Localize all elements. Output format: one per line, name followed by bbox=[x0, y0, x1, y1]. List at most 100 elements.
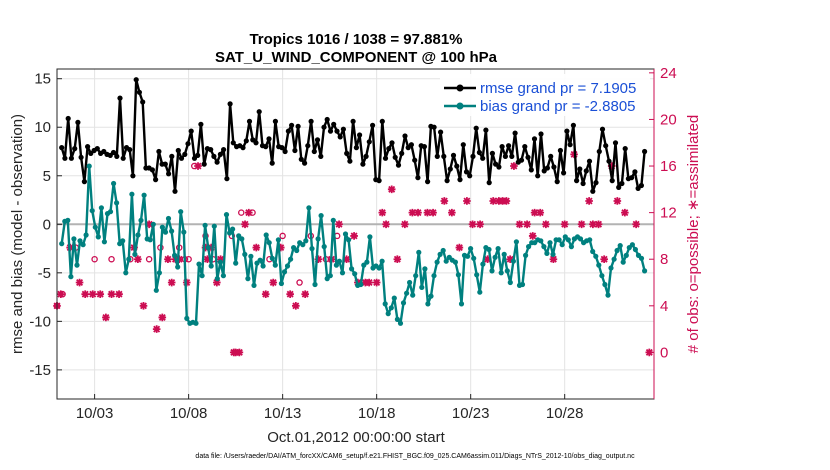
bias-point bbox=[596, 262, 602, 268]
bias-point bbox=[309, 246, 315, 252]
bias-point bbox=[199, 273, 205, 279]
bias-point bbox=[71, 236, 77, 242]
rmse-point bbox=[438, 129, 444, 135]
rmse-point bbox=[467, 173, 473, 179]
bias-point bbox=[400, 300, 407, 306]
rmse-point bbox=[350, 118, 356, 124]
bias-point bbox=[89, 208, 95, 214]
obs-assimilated-marker bbox=[585, 197, 593, 205]
rmse-point bbox=[370, 122, 376, 128]
y-right-tick-label: 8 bbox=[660, 251, 668, 268]
bias-point bbox=[303, 238, 309, 244]
rmse-point bbox=[331, 121, 337, 127]
bias-point bbox=[281, 269, 288, 275]
obs-possible-marker bbox=[91, 255, 98, 263]
bias-point bbox=[498, 270, 504, 276]
bias-point bbox=[178, 209, 184, 215]
bias-point bbox=[431, 273, 437, 279]
obs-assimilated-marker bbox=[139, 302, 148, 310]
bias-point bbox=[544, 250, 550, 256]
obs-assimilated-marker bbox=[158, 313, 167, 322]
bias-point bbox=[367, 234, 373, 240]
rmse-point bbox=[622, 146, 628, 152]
y-right-tick-label: 24 bbox=[660, 65, 677, 82]
rmse-point bbox=[175, 147, 181, 154]
rmse-point bbox=[136, 89, 142, 95]
rmse-point bbox=[166, 171, 172, 177]
obs-assimilated-marker bbox=[414, 208, 422, 217]
x-tick-label: 10/13 bbox=[264, 405, 302, 422]
bias-point bbox=[388, 305, 394, 311]
rmse-point bbox=[564, 128, 570, 134]
bias-point bbox=[492, 254, 498, 260]
bias-point bbox=[526, 244, 532, 250]
rmse-point bbox=[59, 145, 65, 151]
bias-point bbox=[443, 258, 449, 264]
rmse-point bbox=[279, 145, 285, 151]
obs-assimilated-marker bbox=[448, 208, 456, 217]
obs-assimilated-marker bbox=[382, 220, 390, 229]
y-tick-label: 5 bbox=[43, 168, 51, 185]
bias-point bbox=[541, 244, 547, 250]
rmse-point bbox=[567, 142, 573, 148]
left-axis: -15 -10 -5 0 5 10 15 bbox=[29, 71, 62, 379]
obs-assimilated-marker bbox=[261, 290, 270, 298]
rmse-point bbox=[402, 133, 408, 139]
bias-point bbox=[141, 192, 147, 198]
obs-assimilated-marker bbox=[577, 220, 586, 229]
obs-assimilated-marker bbox=[530, 208, 539, 217]
rmse-point bbox=[295, 123, 301, 129]
bias-point bbox=[59, 241, 65, 247]
bias-point bbox=[336, 258, 342, 264]
rmse-point bbox=[230, 140, 236, 146]
rmse-point bbox=[314, 137, 321, 143]
obs-assimilated-marker bbox=[252, 243, 261, 252]
bias-point bbox=[465, 253, 471, 259]
rmse-point bbox=[227, 101, 233, 107]
bias-point bbox=[294, 247, 300, 254]
rmse-point bbox=[201, 161, 207, 167]
footnote: data file: /Users/raeder/DAI/ATM_forcXX/… bbox=[195, 453, 635, 460]
obs-assimilated-marker bbox=[455, 243, 464, 252]
bias-point bbox=[501, 251, 507, 257]
obs-assimilated-marker bbox=[549, 255, 558, 264]
legend-rmse-marker bbox=[456, 84, 464, 92]
bias-point bbox=[458, 301, 465, 307]
rmse-point bbox=[480, 155, 486, 161]
bias-point bbox=[382, 301, 388, 307]
bias-point bbox=[306, 205, 312, 211]
y-right-tick-label: 4 bbox=[660, 298, 668, 315]
bias-point bbox=[269, 255, 275, 261]
rmse-point bbox=[502, 153, 508, 159]
obs-assimilated-marker bbox=[510, 162, 518, 170]
rmse-point bbox=[305, 143, 311, 149]
rmse-point bbox=[544, 165, 551, 171]
rmse-point bbox=[156, 148, 162, 155]
obs-assimilated-marker bbox=[408, 208, 417, 217]
y-tick-label: 10 bbox=[34, 119, 51, 136]
obs-assimilated-marker bbox=[286, 290, 294, 298]
bias-point bbox=[642, 268, 648, 274]
obs-assimilated-marker bbox=[489, 197, 498, 205]
rmse-point bbox=[574, 178, 580, 184]
rmse-point bbox=[214, 159, 220, 165]
rmse-point bbox=[583, 168, 589, 174]
bias-point bbox=[248, 253, 254, 259]
rmse-point bbox=[554, 179, 560, 185]
obs-assimilated-marker bbox=[350, 232, 358, 240]
x-axis: 10/03 10/08 10/13 10/18 10/23 10/28 bbox=[76, 394, 583, 422]
y-right-tick-label: 16 bbox=[660, 158, 677, 175]
bias-point bbox=[486, 246, 492, 253]
rmse-point bbox=[512, 130, 518, 136]
bias-point bbox=[416, 249, 422, 255]
rmse-point bbox=[114, 153, 120, 159]
rmse-point bbox=[243, 138, 249, 144]
rmse-point bbox=[208, 147, 214, 153]
bias-point bbox=[349, 266, 355, 272]
bias-point bbox=[266, 240, 272, 246]
rmse-point bbox=[195, 152, 201, 158]
bias-point bbox=[92, 224, 98, 230]
rmse-point bbox=[169, 153, 175, 159]
rmse-point bbox=[531, 136, 538, 142]
x-tick-label: 10/18 bbox=[358, 405, 396, 422]
